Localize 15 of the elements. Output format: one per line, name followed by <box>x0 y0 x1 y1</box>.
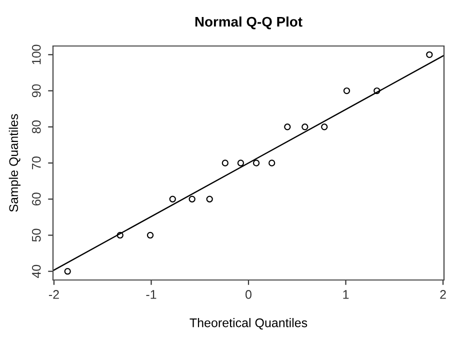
y-axis-title: Sample Quantiles <box>8 114 21 212</box>
x-tick-label: 1 <box>343 290 349 299</box>
y-tick-label: 90 <box>32 84 41 98</box>
x-tick-label: 0 <box>246 290 252 299</box>
y-tick-label: 40 <box>32 264 41 278</box>
x-tick-label: 2 <box>440 290 446 299</box>
y-tick-label: 100 <box>32 44 41 64</box>
x-axis-title: Theoretical Quantiles <box>190 318 308 330</box>
x-tick-label: -2 <box>48 290 59 299</box>
y-tick-label: 50 <box>32 228 41 242</box>
chart-title: Normal Q-Q Plot <box>195 16 302 30</box>
x-tick-label: -1 <box>146 290 156 299</box>
y-tick-label: 80 <box>32 120 41 134</box>
y-tick-label: 70 <box>32 156 41 170</box>
y-tick-label: 60 <box>32 192 41 206</box>
